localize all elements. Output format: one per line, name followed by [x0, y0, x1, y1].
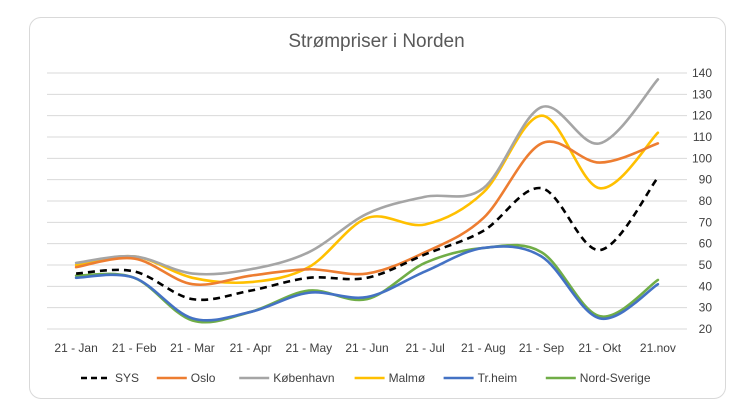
series-line-malm-: [74, 114, 660, 285]
y-tick-label: 90: [699, 173, 713, 187]
x-axis-ticks: 21 - Jan 21 - Feb 21 - Mar 21 - Apr 21 - May…: [54, 341, 676, 355]
x-tick-label: 21 - Okt: [578, 341, 621, 355]
y-tick-label: 120: [692, 109, 712, 123]
x-tick-label: 21.nov: [640, 341, 676, 355]
x-tick-label: 21 - Jan: [54, 341, 97, 355]
legend-label: Malmø: [389, 371, 426, 385]
legend-label: Nord-Sverige: [580, 371, 651, 385]
gridlines: [47, 72, 687, 330]
y-tick-label: 50: [699, 258, 713, 272]
y-tick-label: 140: [692, 66, 712, 80]
y-axis-ticks: 20 30 40 50 60 70 80 90 100 110 120 130 140: [692, 66, 712, 336]
y-tick-label: 40: [699, 279, 713, 293]
series-line-sys: [76, 176, 659, 302]
y-tick-label: 60: [699, 237, 713, 251]
legend-label: Oslo: [191, 371, 216, 385]
x-tick-label: 21 - Mar: [170, 341, 215, 355]
legend-label: København: [273, 371, 334, 385]
x-tick-label: 21 - Sep: [519, 341, 565, 355]
y-tick-label: 100: [692, 151, 712, 165]
x-tick-label: 21 - Jun: [345, 341, 388, 355]
series-line-oslo: [74, 140, 660, 287]
legend: SYS Oslo København Malmø Tr.heim Nord-Sverige: [81, 371, 651, 385]
y-tick-label: 20: [699, 322, 713, 336]
legend-label: SYS: [115, 371, 139, 385]
y-tick-label: 30: [699, 301, 713, 315]
x-tick-label: 21 - May: [285, 341, 332, 355]
x-tick-label: 21 - Jul: [406, 341, 445, 355]
series-line-k-benhavn: [74, 78, 660, 276]
x-tick-label: 21 - Apr: [230, 341, 272, 355]
y-tick-label: 80: [699, 194, 713, 208]
y-tick-label: 110: [693, 130, 712, 144]
chart-title: Strømpriser i Norden: [288, 31, 465, 52]
series-line-tr-heim: [74, 245, 660, 322]
series-line-nord-sverige: [74, 243, 660, 324]
x-tick-label: 21 - Feb: [112, 341, 157, 355]
y-tick-label: 70: [699, 215, 713, 229]
series-lines: [74, 78, 660, 324]
x-tick-label: 21 - Aug: [461, 341, 506, 355]
legend-label: Tr.heim: [478, 371, 518, 385]
y-tick-label: 130: [692, 87, 712, 101]
